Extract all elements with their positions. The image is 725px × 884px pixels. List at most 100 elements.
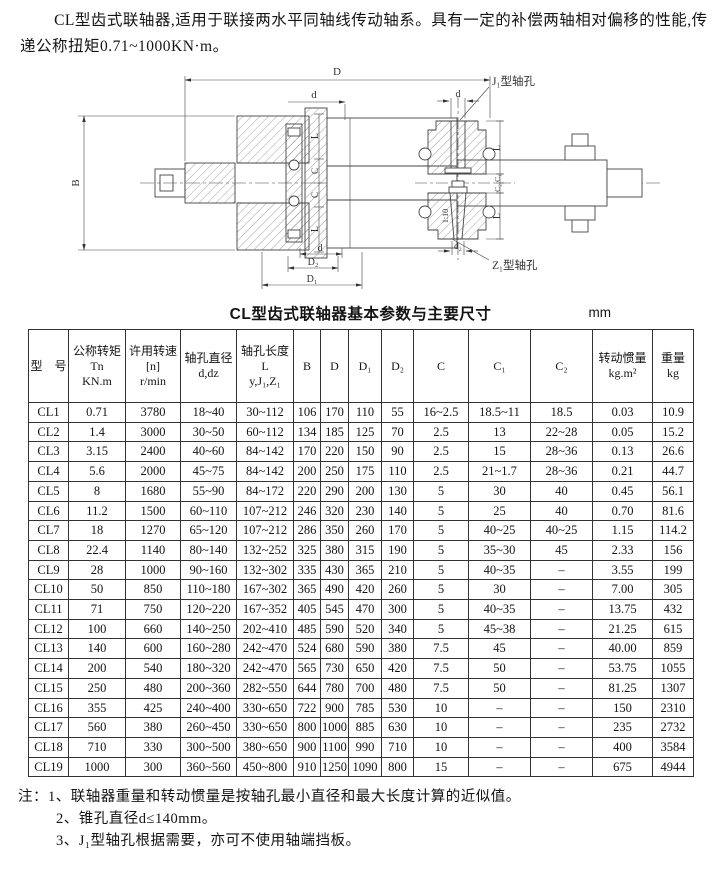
table-cell: – (530, 697, 593, 719)
dim-d-top-label: d (311, 89, 317, 101)
table-row: CL2 1.4 3000 30~50 60~112 134 185 125 70 2.5 13 22~… (28, 421, 694, 443)
coupling-section-drawing: B D d L C C L (70, 66, 660, 289)
table-cell: 84~142 (236, 461, 294, 482)
table-cell: 242~470 (236, 638, 294, 660)
table-cell: 50 (468, 658, 531, 679)
table-cell: – (468, 756, 531, 778)
table-cell: 140~250 (180, 618, 237, 640)
table-cell: 1307 (652, 677, 694, 699)
table-cell: – (468, 697, 531, 719)
right-view: 1:10 d d₂ L C (415, 74, 538, 272)
table-row: CL19 1000 300 360~560 450~800 910 1250 1090 800 1… (28, 756, 694, 778)
column-header-weight: 重量 kg (652, 329, 694, 403)
table-cell: 240~400 (180, 697, 237, 719)
table-cell: 199 (652, 559, 694, 581)
table-cell: 7.5 (413, 658, 469, 679)
table-cell: 200 (348, 480, 382, 502)
column-header-inertia: 转动惯量 kg.m² (592, 329, 653, 403)
table-cell: 246 (293, 500, 321, 522)
table-cell: 132~302 (236, 559, 294, 581)
table-cell: 160~280 (180, 638, 237, 660)
table-cell: 90~160 (180, 559, 237, 581)
table-cell: – (530, 579, 593, 601)
table-cell: – (530, 756, 593, 778)
table-row: CL10 50 850 110~180 167~302 365 490 420 260 5 30–7… (28, 579, 694, 601)
table-cell: 10 (413, 717, 469, 738)
table-cell: CL11 (28, 599, 69, 620)
table-cell: CL16 (28, 697, 69, 719)
table-cell: 106 (293, 402, 321, 423)
table-cell: 480 (125, 677, 181, 699)
table-cell: 315 (348, 539, 382, 561)
table-cell: 180~320 (180, 658, 237, 679)
table-cell: 130 (381, 480, 414, 502)
table-cell: 40~35 (468, 559, 531, 581)
dim-L-upper-right-label: L (492, 145, 503, 151)
table-cell: 15.2 (652, 421, 694, 443)
table-cell: 560 (68, 717, 126, 738)
table-cell: – (530, 717, 593, 738)
table-cell: 200 (68, 658, 126, 679)
table-cell: 700 (348, 677, 382, 699)
note-item: 注：1、联轴器重量和转动惯量是按轴孔最小直径和最大长度计算的近似值。 (18, 789, 521, 806)
table-cell: 156 (652, 539, 694, 561)
table-row: CL15 250 480 200~360 282~550 644 780 700 480 7.5 5… (28, 677, 694, 699)
table-cell: 170 (320, 402, 349, 423)
table-cell: 40~60 (180, 441, 237, 463)
table-cell: 40.00 (592, 638, 653, 660)
table-cell: 1000 (125, 559, 181, 581)
table-cell: 565 (293, 658, 321, 679)
table-cell: 800 (293, 717, 321, 738)
table-cell: CL9 (28, 559, 69, 581)
table-cell: 114.2 (652, 520, 694, 541)
table-cell: – (468, 736, 531, 758)
table-cell: 10 (413, 697, 469, 719)
table-cell: 65~120 (180, 520, 237, 541)
table-cell: 11.2 (68, 500, 126, 522)
table-cell: CL17 (28, 717, 69, 738)
table-cell: 490 (320, 579, 349, 601)
table-cell: 18.5 (530, 402, 593, 423)
table-cell: 3000 (125, 421, 181, 443)
table-title-bar: CL型齿式联轴器基本参数与主要尺寸 mm (28, 302, 693, 324)
table-cell: – (530, 658, 593, 679)
taper-label: 1:10 (441, 209, 450, 223)
table-cell: 167~352 (236, 599, 294, 620)
table-cell: 40~25 (468, 520, 531, 541)
dim-D1-label: D₁ (307, 274, 318, 285)
table-cell: 175 (348, 461, 382, 482)
table-cell: 524 (293, 638, 321, 660)
table-body: CL1 0.71 3780 18~40 30~112 106 170 110 55 16~2.5 1… (28, 402, 694, 778)
table-cell: 300~500 (180, 736, 237, 758)
table-cell: 260~450 (180, 717, 237, 738)
table-cell: 0.71 (68, 402, 126, 423)
table-cell: 125 (348, 421, 382, 443)
table-cell: 134 (293, 421, 321, 443)
table-cell: 380 (125, 717, 181, 738)
table-cell: 110 (381, 461, 414, 482)
table-cell: 900 (293, 736, 321, 758)
table-cell: 2.5 (413, 441, 469, 463)
table-cell: 2000 (125, 461, 181, 482)
table-cell: 722 (293, 697, 321, 719)
table-cell: CL1 (28, 402, 69, 423)
table-cell: 140 (68, 638, 126, 660)
dim-d2-label: d₂ (454, 241, 462, 251)
table-cell: 286 (293, 520, 321, 541)
table-cell: 4944 (652, 756, 694, 778)
table-cell: 910 (293, 756, 321, 778)
dim-C-lower-label: C (310, 192, 320, 198)
table-cell: 990 (348, 736, 382, 758)
table-cell: 340 (381, 618, 414, 640)
table-cell: 300 (125, 756, 181, 778)
dim-D2-label: D₂ (308, 257, 319, 268)
table-cell: CL15 (28, 677, 69, 699)
table-cell: 140 (381, 500, 414, 522)
table-cell: 3.15 (68, 441, 126, 463)
table-cell: 5 (413, 520, 469, 541)
column-header-C1: C₁ (468, 329, 531, 403)
left-view: B D d L C C L (70, 66, 660, 289)
table-cell: 3584 (652, 736, 694, 758)
table-cell: 8 (68, 480, 126, 502)
